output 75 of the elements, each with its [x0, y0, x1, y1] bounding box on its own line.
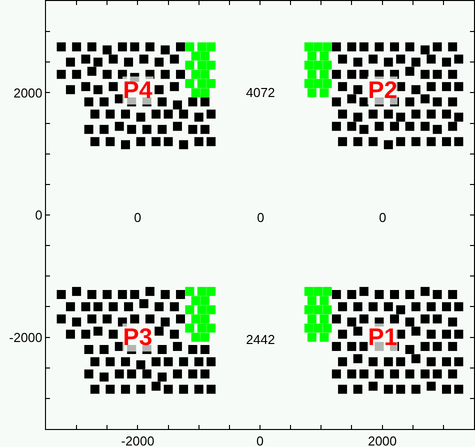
point	[304, 79, 314, 88]
point	[206, 286, 216, 296]
point	[307, 314, 316, 324]
annotation: P2	[368, 77, 398, 104]
point	[197, 305, 206, 314]
point	[206, 305, 216, 314]
point	[197, 286, 206, 296]
point	[322, 305, 332, 314]
point	[314, 286, 323, 296]
y-tick-label: 2000	[13, 85, 42, 100]
point	[314, 79, 323, 88]
point	[191, 314, 200, 324]
y-tick-label: 0	[35, 208, 42, 223]
point	[307, 70, 316, 79]
point	[206, 324, 216, 333]
annotation: 2442	[246, 332, 275, 347]
annotation: 0	[379, 210, 386, 225]
point	[185, 42, 194, 52]
point	[191, 332, 200, 342]
point	[307, 88, 316, 98]
point	[322, 79, 332, 88]
point	[322, 324, 332, 333]
x-tick-label: 2000	[368, 434, 397, 447]
point	[197, 42, 206, 52]
annotation: 4072	[246, 85, 275, 100]
point	[185, 305, 194, 314]
point	[200, 52, 210, 61]
point	[200, 332, 210, 342]
point	[185, 79, 194, 88]
point	[191, 296, 200, 306]
point	[320, 70, 329, 79]
point	[307, 52, 316, 61]
annotation: P3	[123, 324, 152, 351]
x-tick-label: -2000	[121, 434, 154, 447]
point	[206, 60, 216, 70]
point	[191, 88, 200, 98]
annotation: 0	[257, 210, 264, 225]
point	[314, 324, 323, 333]
point	[320, 88, 329, 98]
x-tick-label: 0	[256, 434, 264, 447]
point	[322, 60, 332, 70]
point	[314, 305, 323, 314]
annotation: P1	[368, 324, 398, 351]
point	[197, 60, 206, 70]
point	[320, 296, 329, 306]
y-tick-label: -2000	[9, 330, 42, 345]
point	[185, 60, 194, 70]
point	[304, 324, 314, 333]
point	[322, 42, 332, 52]
point	[304, 305, 314, 314]
point	[307, 296, 316, 306]
point	[200, 296, 210, 306]
point	[206, 79, 216, 88]
point	[304, 42, 314, 52]
point	[320, 52, 329, 61]
point	[322, 286, 332, 296]
point	[304, 286, 314, 296]
annotation: P4	[123, 77, 154, 104]
point	[314, 60, 323, 70]
point	[200, 88, 210, 98]
point	[206, 42, 216, 52]
point	[197, 79, 206, 88]
point	[191, 52, 200, 61]
point	[320, 314, 329, 324]
point	[185, 286, 194, 296]
point	[200, 314, 210, 324]
point	[307, 332, 316, 342]
point	[320, 332, 329, 342]
point	[304, 60, 314, 70]
point	[185, 324, 194, 333]
point	[197, 324, 206, 333]
annotation: 0	[134, 210, 142, 225]
point	[200, 70, 210, 79]
point	[191, 70, 200, 79]
point	[314, 42, 323, 52]
